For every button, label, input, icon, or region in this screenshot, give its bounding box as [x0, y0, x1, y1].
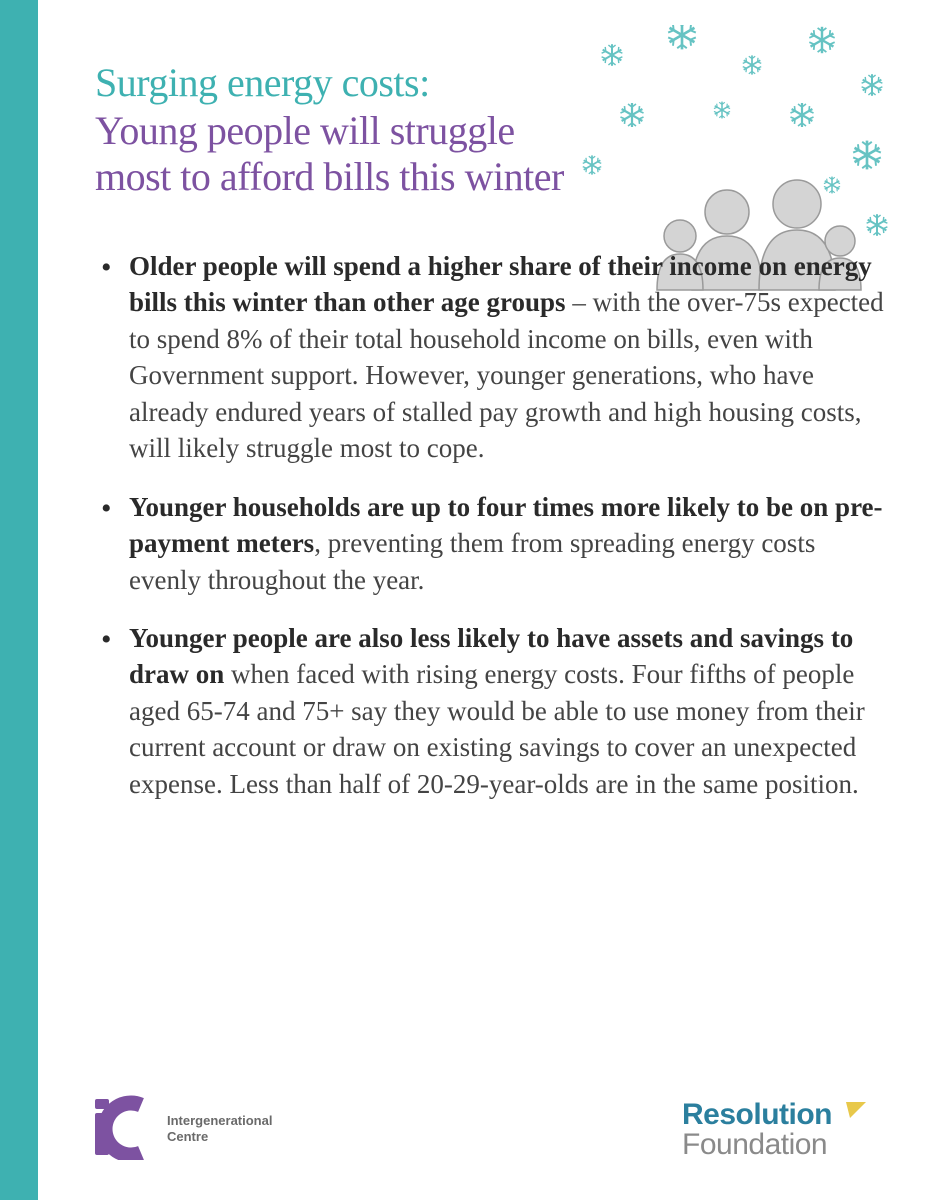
main-content: Surging energy costs: Young people will … — [95, 60, 885, 824]
svg-text:Intergenerational: Intergenerational — [167, 1113, 272, 1128]
bullet-item: Younger people are also less likely to h… — [95, 620, 885, 802]
svg-text:Foundation: Foundation — [682, 1128, 827, 1160]
title-line-2: Young people will struggle most to affor… — [95, 108, 565, 200]
title-line-1: Surging energy costs: — [95, 60, 565, 106]
left-accent-bar — [0, 0, 38, 1200]
bullet-rest: when faced with rising energy costs. Fou… — [129, 659, 865, 798]
bullet-item: Older people will spend a higher share o… — [95, 248, 885, 467]
svg-text:Resolution: Resolution — [682, 1098, 832, 1131]
bullet-item: Younger households are up to four times … — [95, 489, 885, 598]
bullet-list: Older people will spend a higher share o… — [95, 248, 885, 802]
intergenerational-centre-logo: IntergenerationalCentre — [95, 1095, 325, 1160]
resolution-foundation-logo: ResolutionFoundation — [682, 1098, 902, 1160]
svg-text:Centre: Centre — [167, 1129, 208, 1144]
footer: IntergenerationalCentre ResolutionFounda… — [95, 1090, 902, 1160]
title-block: Surging energy costs: Young people will … — [95, 60, 565, 200]
